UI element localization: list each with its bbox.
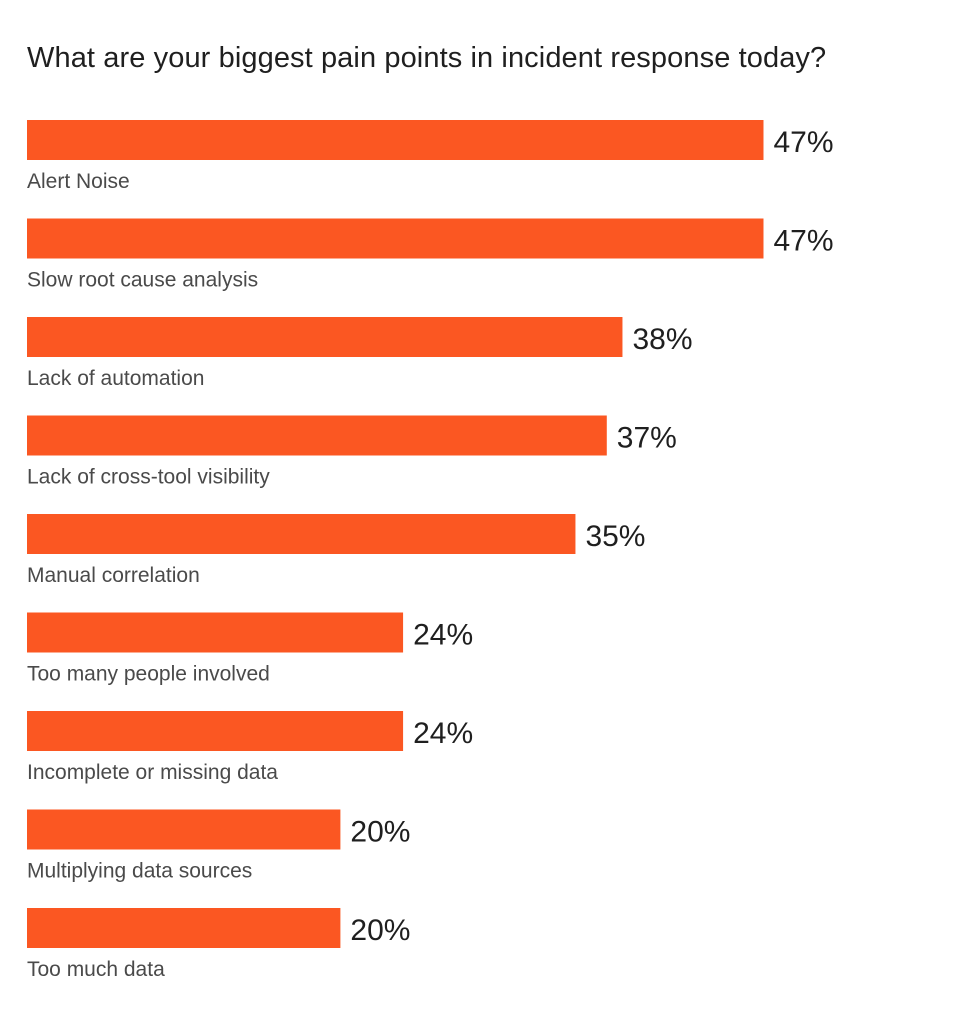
bar [27, 908, 341, 948]
category-label: Slow root cause analysis [27, 269, 258, 292]
bar [27, 612, 404, 653]
data-label: 37% [617, 422, 677, 455]
category-label: Too many people involved [27, 663, 270, 686]
category-label: Multiplying data sources [27, 860, 252, 883]
data-label: 20% [350, 914, 410, 947]
bar [27, 317, 623, 357]
category-label: Alert Noise [27, 170, 130, 193]
data-label: 35% [585, 520, 645, 553]
data-label: 47% [773, 225, 833, 258]
category-label: Manual correlation [27, 564, 200, 587]
bar [27, 415, 607, 456]
data-label: 38% [632, 323, 692, 356]
data-label: 24% [413, 717, 473, 750]
category-label: Too much data [27, 958, 165, 981]
data-label: 20% [350, 816, 410, 849]
data-label: 24% [413, 619, 473, 652]
bar [27, 514, 576, 554]
bar [27, 120, 764, 160]
chart-title: What are your biggest pain points in inc… [27, 42, 827, 74]
bar [27, 809, 341, 850]
category-label: Lack of cross-tool visibility [27, 466, 270, 489]
data-label: 47% [773, 126, 833, 159]
category-label: Incomplete or missing data [27, 761, 278, 784]
category-label: Lack of automation [27, 367, 204, 390]
bar [27, 711, 404, 751]
bar [27, 218, 764, 259]
